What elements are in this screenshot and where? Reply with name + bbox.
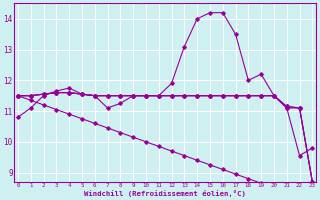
X-axis label: Windchill (Refroidissement éolien,°C): Windchill (Refroidissement éolien,°C) [84,190,246,197]
